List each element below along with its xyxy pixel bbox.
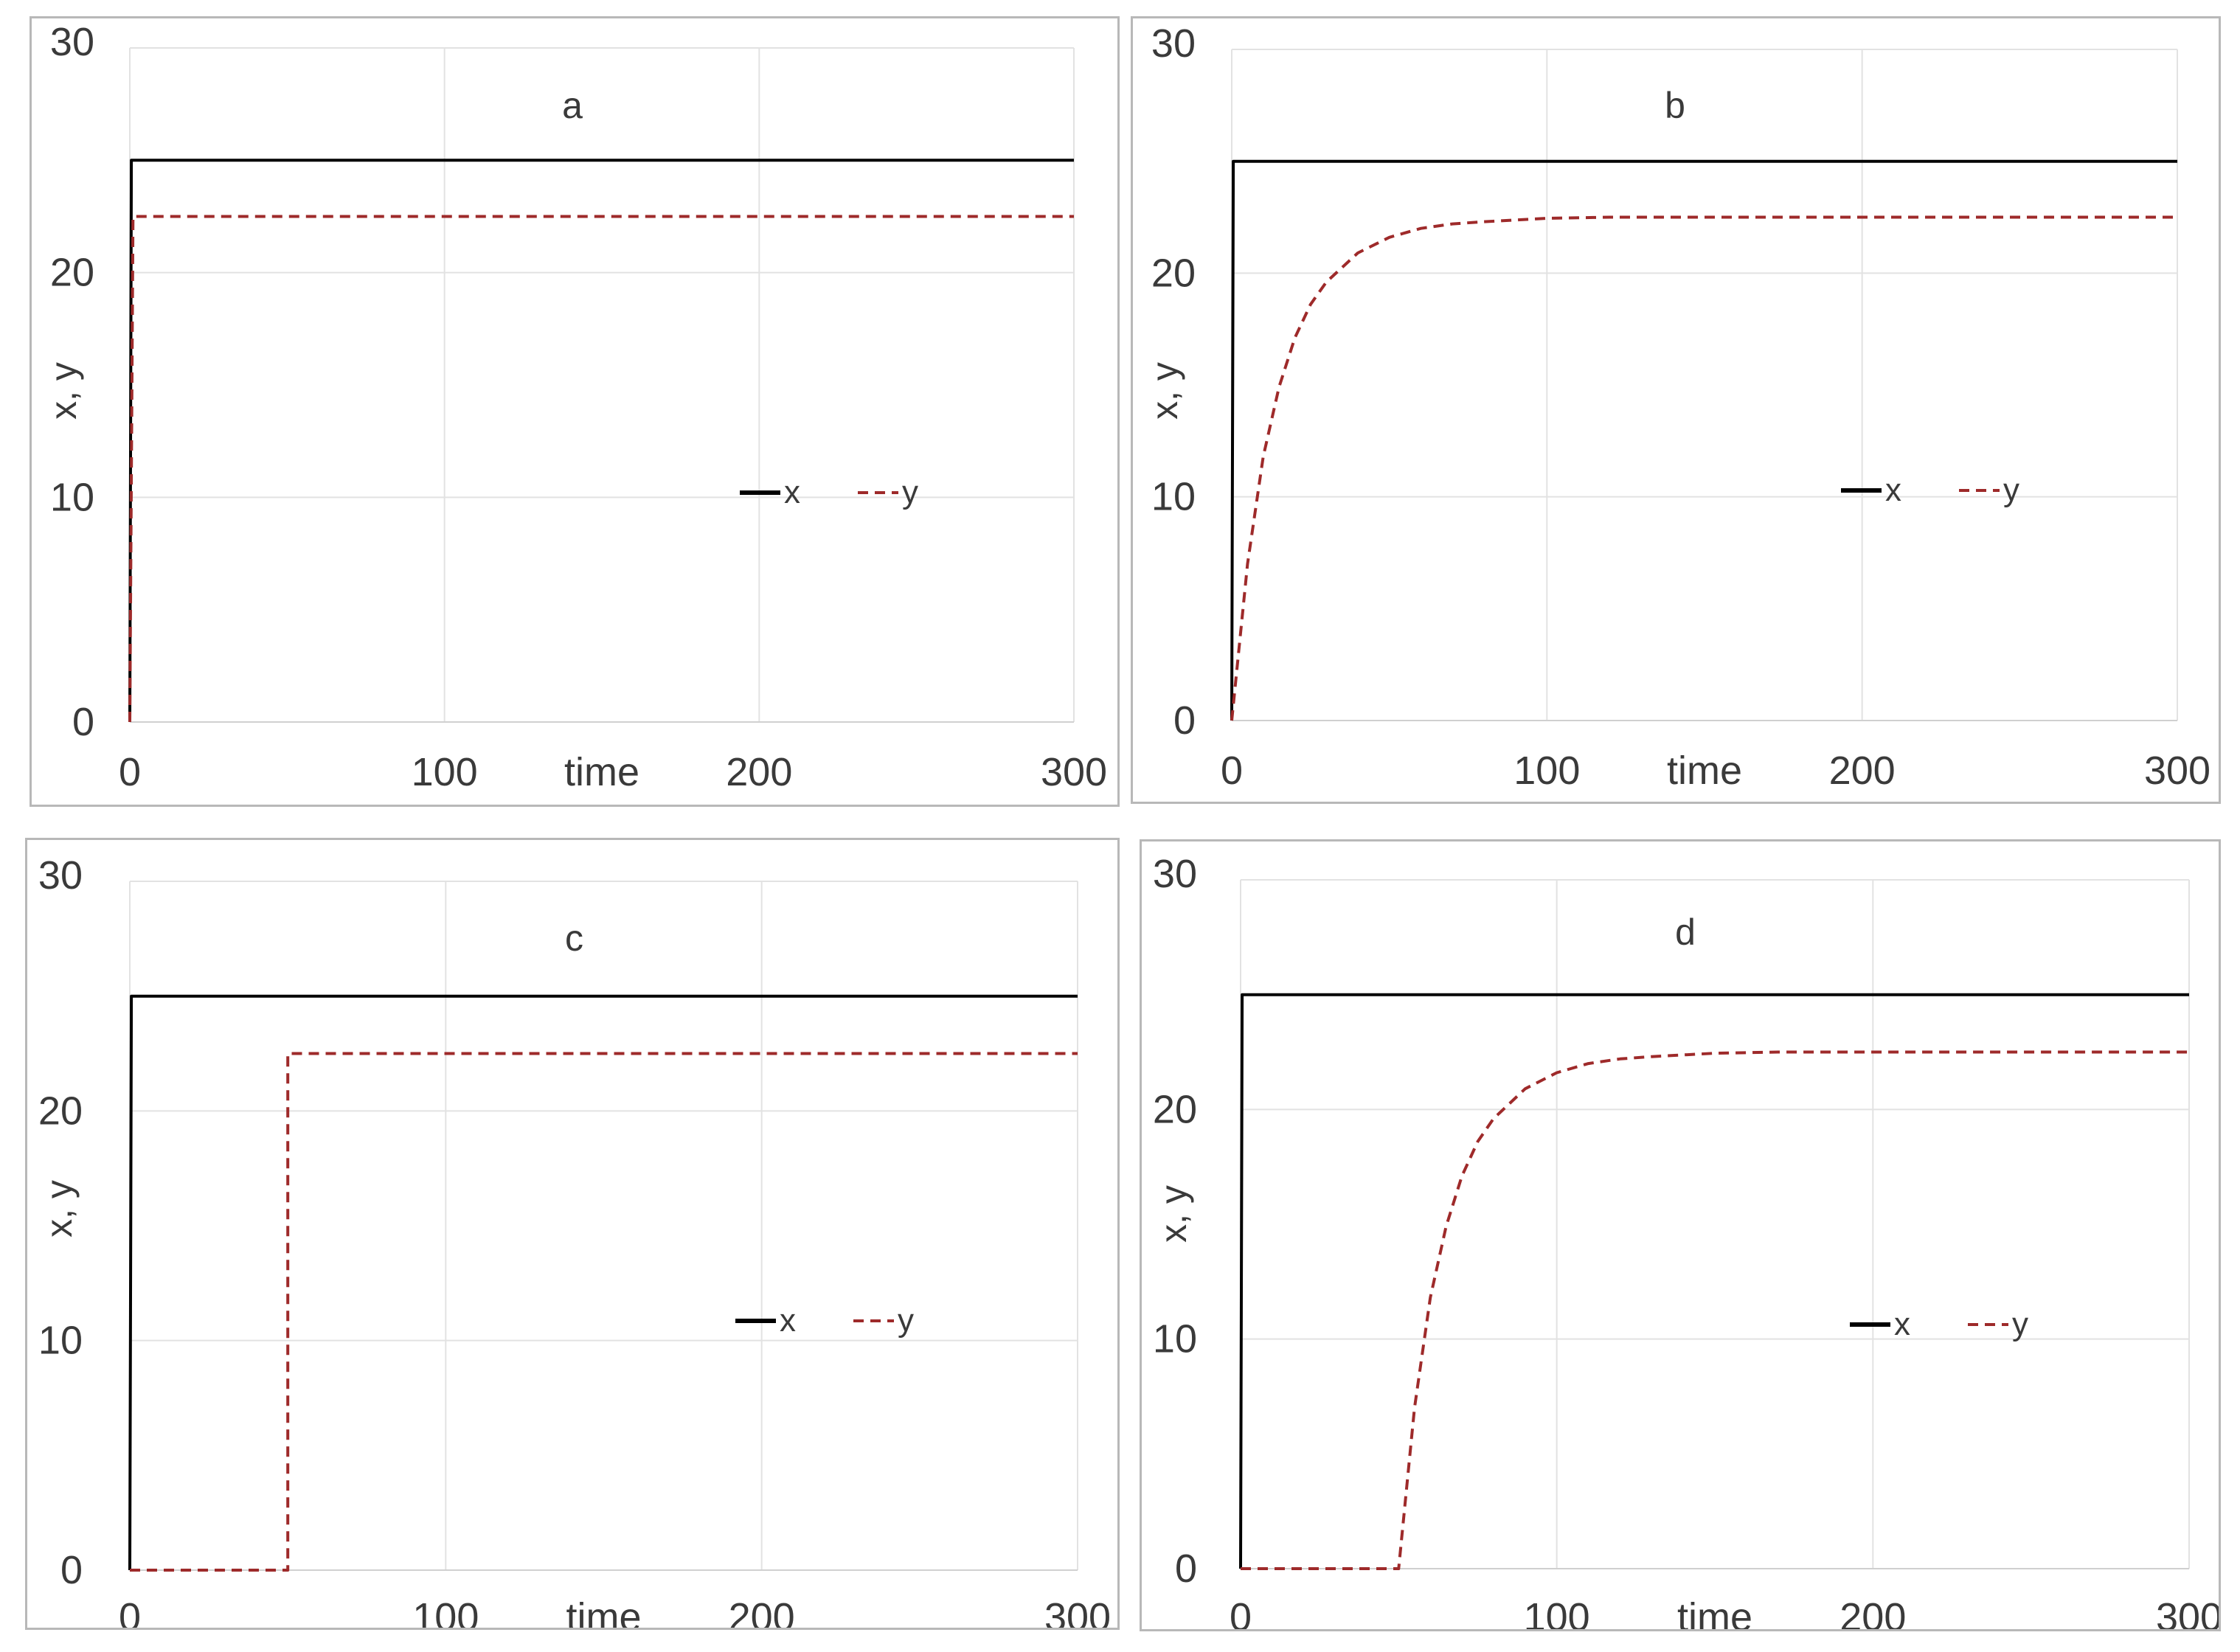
x-tick-label: 0 bbox=[119, 1595, 141, 1628]
x-axis-label: time bbox=[564, 750, 639, 794]
series-line-x bbox=[128, 159, 1074, 723]
legend-label-x: x bbox=[784, 474, 800, 510]
y-tick-label: 0 bbox=[72, 700, 94, 744]
x-tick-label: 300 bbox=[1041, 750, 1107, 794]
series-line-y bbox=[1241, 1050, 2189, 1570]
x-tick-label: 100 bbox=[412, 1595, 479, 1628]
y-tick-label: 30 bbox=[38, 853, 83, 898]
x-tick-label: 100 bbox=[1524, 1595, 1590, 1629]
y-tick-label: 30 bbox=[1151, 21, 1196, 66]
y-tick-label: 30 bbox=[50, 20, 94, 64]
x-tick-label: 200 bbox=[1839, 1595, 1906, 1629]
series-line-x bbox=[1230, 159, 2177, 721]
legend-label-y: y bbox=[902, 474, 918, 510]
y-tick-label: 10 bbox=[38, 1319, 83, 1363]
x-tick-label: 300 bbox=[2156, 1595, 2219, 1629]
y-tick-label: 20 bbox=[38, 1089, 83, 1133]
legend-label-x: x bbox=[780, 1302, 796, 1339]
y-tick-label: 20 bbox=[50, 251, 94, 295]
y-tick-label: 20 bbox=[1153, 1087, 1197, 1131]
legend-label-x: x bbox=[1885, 472, 1901, 508]
chart-title: d bbox=[1675, 912, 1696, 953]
y-tick-label: 0 bbox=[1173, 698, 1196, 743]
y-tick-label: 0 bbox=[60, 1548, 83, 1592]
series-line-y bbox=[1230, 215, 2177, 721]
y-tick-label: 10 bbox=[50, 475, 94, 519]
x-tick-label: 200 bbox=[1829, 749, 1896, 793]
x-tick-label: 0 bbox=[1230, 1595, 1252, 1629]
y-axis-label: x, y bbox=[1144, 362, 1185, 420]
x-tick-label: 200 bbox=[726, 750, 792, 794]
x-axis-label: time bbox=[566, 1595, 641, 1628]
legend-label-y: y bbox=[2012, 1306, 2028, 1342]
y-axis-label: x, y bbox=[43, 362, 84, 420]
series-line-y bbox=[130, 1052, 1078, 1572]
chart-title: b bbox=[1665, 85, 1685, 126]
legend-label-y: y bbox=[2003, 472, 2019, 508]
x-tick-label: 0 bbox=[119, 750, 141, 794]
x-tick-label: 300 bbox=[2144, 749, 2210, 793]
x-tick-label: 100 bbox=[412, 750, 478, 794]
legend-label-x: x bbox=[1894, 1306, 1910, 1342]
x-tick-label: 200 bbox=[729, 1595, 795, 1628]
series-line-x bbox=[1239, 993, 2189, 1569]
x-tick-label: 0 bbox=[1221, 749, 1243, 793]
y-axis-label: x, y bbox=[1153, 1185, 1194, 1243]
x-tick-label: 300 bbox=[1044, 1595, 1111, 1628]
series-line-y bbox=[128, 215, 1074, 723]
y-axis-label: x, y bbox=[38, 1180, 80, 1238]
y-tick-label: 30 bbox=[1153, 852, 1197, 896]
series-line-x bbox=[128, 994, 1078, 1571]
y-tick-label: 0 bbox=[1175, 1547, 1197, 1591]
x-tick-label: 100 bbox=[1513, 749, 1580, 793]
chart-title: c bbox=[565, 917, 583, 959]
y-tick-label: 20 bbox=[1151, 251, 1196, 295]
legend-label-y: y bbox=[898, 1302, 914, 1339]
x-axis-label: time bbox=[1677, 1595, 1752, 1629]
y-tick-label: 10 bbox=[1151, 475, 1196, 519]
x-axis-label: time bbox=[1667, 749, 1742, 793]
y-tick-label: 10 bbox=[1153, 1317, 1197, 1361]
chart-title: a bbox=[562, 85, 583, 126]
